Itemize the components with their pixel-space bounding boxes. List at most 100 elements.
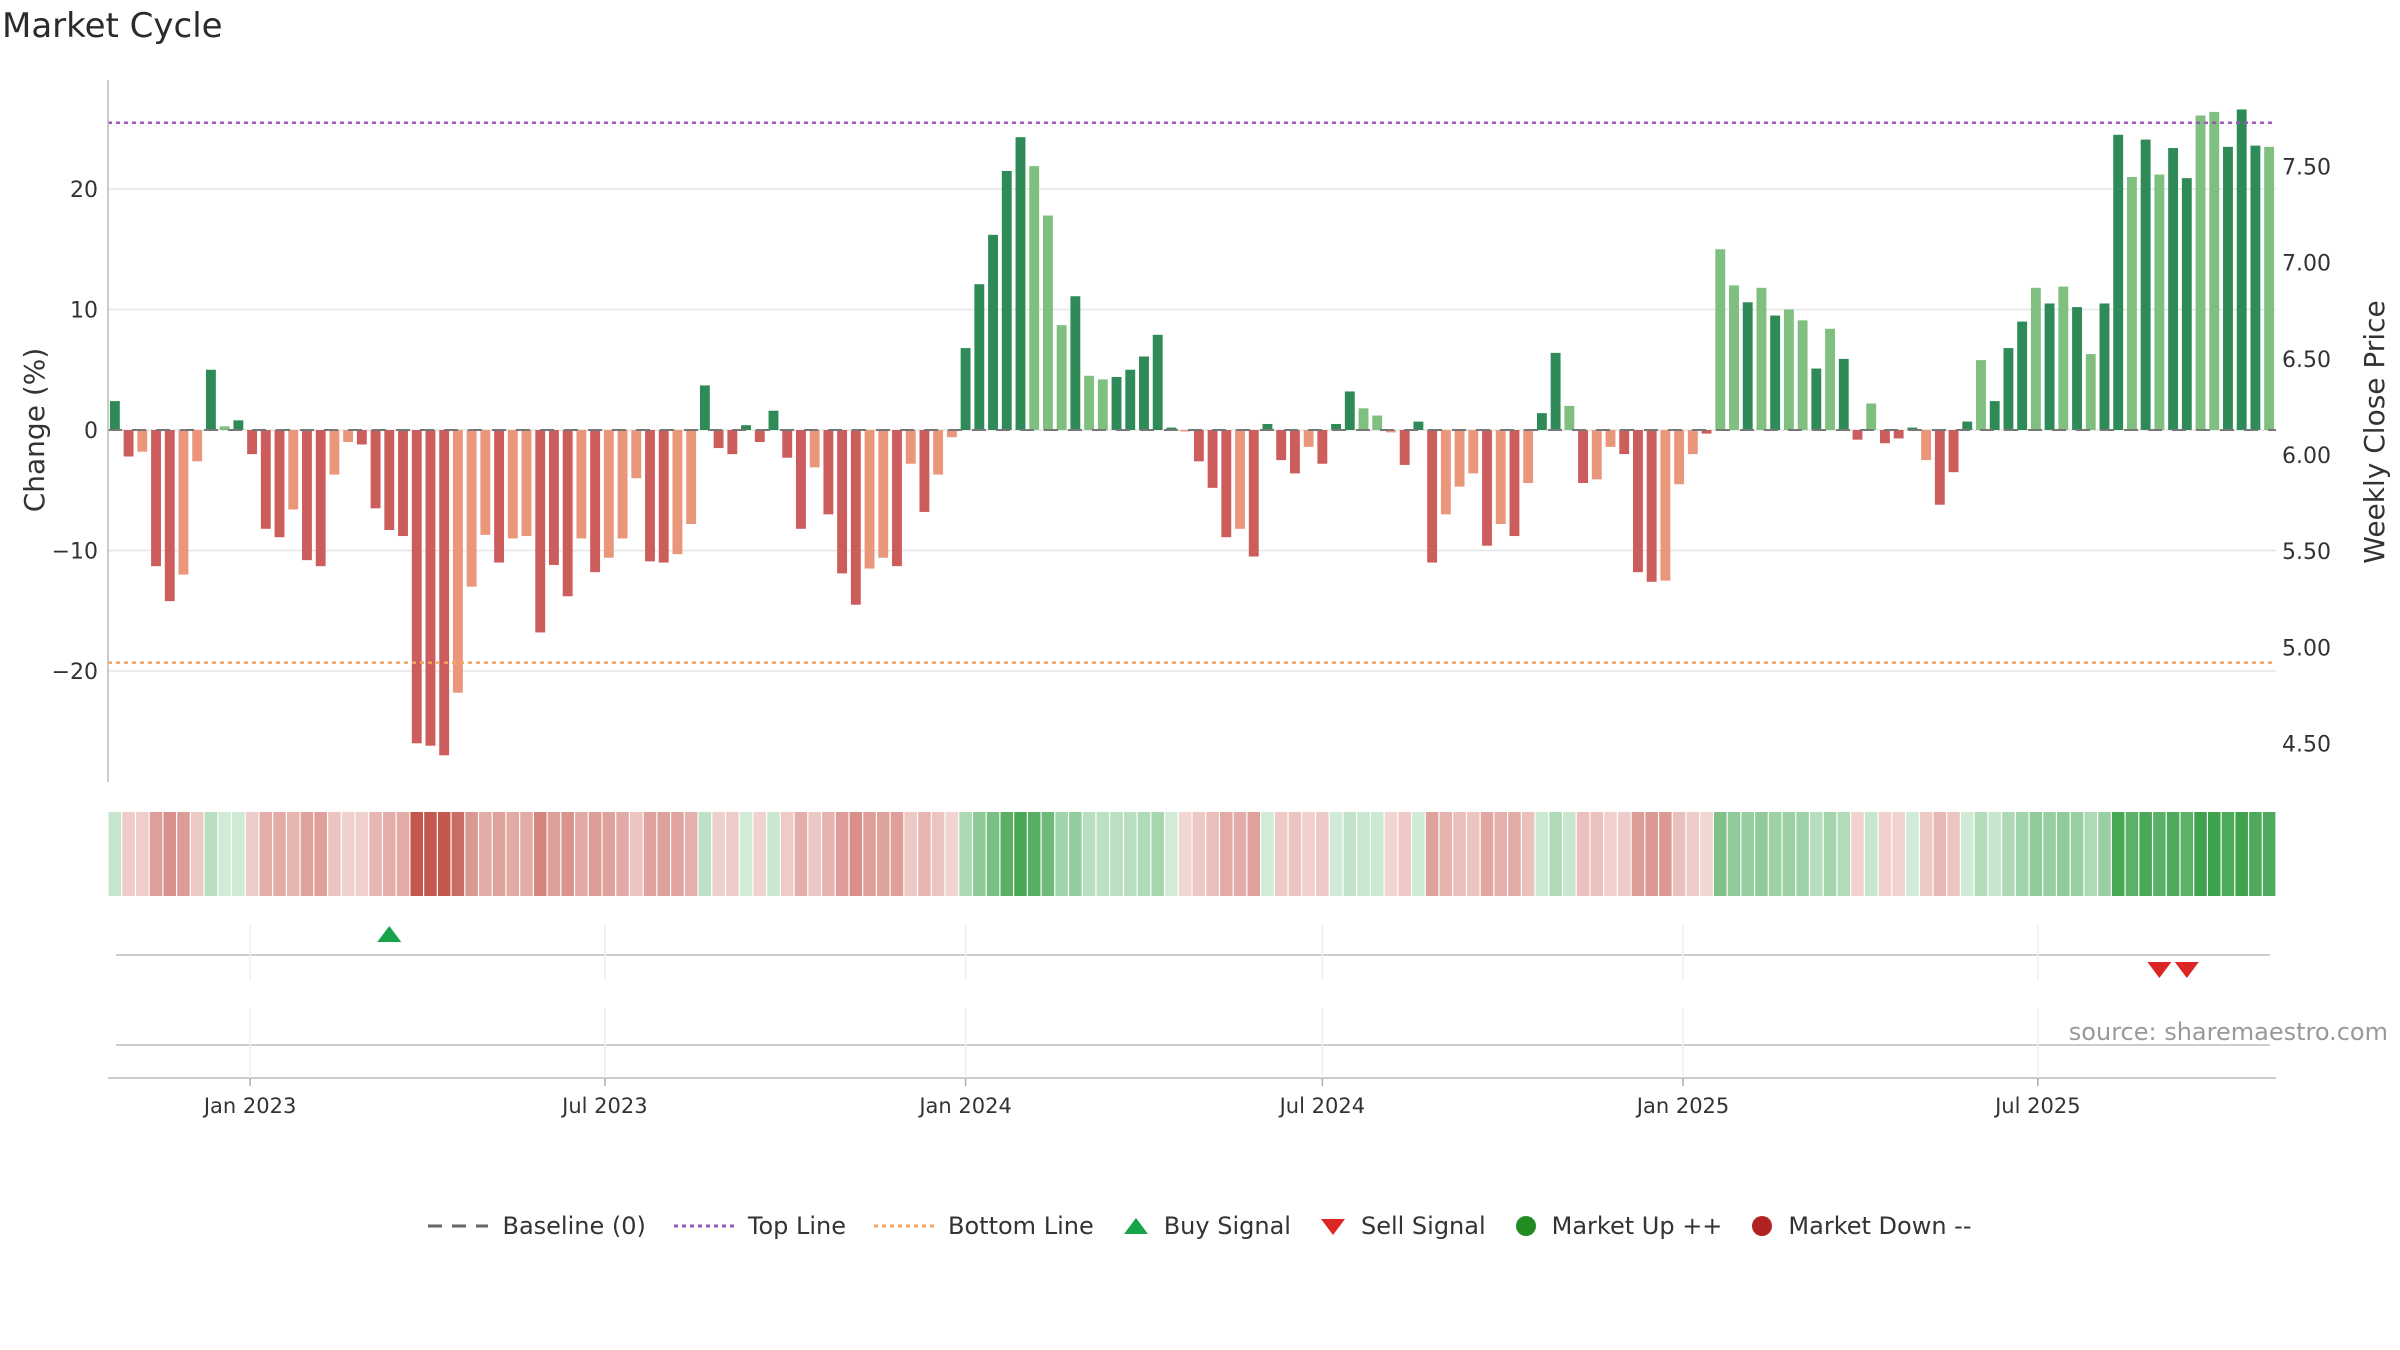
heat-cell xyxy=(1700,812,1713,896)
bar xyxy=(260,430,271,529)
heat-cell xyxy=(904,812,917,896)
bar xyxy=(1674,430,1685,485)
heat-cell xyxy=(726,812,739,896)
bar xyxy=(1564,405,1575,430)
heat-cell xyxy=(341,812,355,896)
bar xyxy=(507,430,518,539)
bar xyxy=(1633,430,1643,573)
bar xyxy=(1701,430,1712,434)
heat-cell xyxy=(1549,812,1562,896)
heat-cell xyxy=(1041,812,1055,896)
heat-cell xyxy=(465,812,478,896)
bar xyxy=(1879,430,1890,444)
bar xyxy=(178,430,189,575)
heat-cell xyxy=(1096,812,1110,896)
bar xyxy=(2154,174,2165,430)
heat-cell xyxy=(2235,812,2248,896)
x-tick-label: Jan 2024 xyxy=(917,1094,1012,1118)
bar xyxy=(1001,170,1012,431)
heat-cell xyxy=(1727,812,1741,896)
bar xyxy=(713,430,724,449)
heat-cell xyxy=(2084,812,2098,896)
bar xyxy=(1331,423,1342,430)
heat-cell xyxy=(1233,812,1247,896)
heat-cell xyxy=(931,812,945,896)
bar xyxy=(1619,430,1630,455)
heat-cell xyxy=(1412,812,1425,896)
legend-item-sell: Sell Signal xyxy=(1319,1212,1486,1240)
triangle-down-icon xyxy=(1320,1219,1345,1235)
legend-label-baseline: Baseline (0) xyxy=(502,1212,646,1240)
legend-label-market-up: Market Up ++ xyxy=(1551,1212,1723,1240)
bar xyxy=(1646,430,1657,582)
bars-layer xyxy=(109,109,2275,756)
heat-cell xyxy=(575,812,588,896)
dash-line-icon xyxy=(428,1224,489,1228)
bar xyxy=(1866,403,1877,430)
heat-cell xyxy=(2098,812,2111,896)
bar xyxy=(1989,401,2000,430)
y2-tick-label: 5.00 xyxy=(2282,636,2331,661)
bar xyxy=(1029,166,1040,431)
bar xyxy=(192,430,203,462)
heat-cell xyxy=(259,812,273,896)
bar xyxy=(658,430,669,563)
heat-cell xyxy=(273,812,286,896)
heat-cell xyxy=(1274,812,1288,896)
heat-cell xyxy=(136,812,149,896)
heat-cell xyxy=(122,812,135,896)
reference-lines-layer xyxy=(108,121,2276,664)
bar xyxy=(2126,176,2137,430)
heat-cell xyxy=(1192,812,1206,896)
bar xyxy=(1235,430,1245,529)
heat-cell xyxy=(190,812,204,896)
heat-cell xyxy=(437,812,451,896)
heat-cell xyxy=(602,812,616,896)
heat-cell xyxy=(1823,812,1837,896)
bar xyxy=(356,430,367,445)
bar xyxy=(164,430,175,602)
heat-cell xyxy=(1535,812,1549,896)
bar xyxy=(1729,285,1739,430)
bar xyxy=(1289,430,1300,474)
heat-cell xyxy=(986,812,1000,896)
heat-cell xyxy=(2029,812,2043,896)
heat-cell xyxy=(630,812,643,896)
bar xyxy=(645,430,655,562)
bar xyxy=(219,426,230,430)
bar xyxy=(494,430,505,563)
heat-cell xyxy=(108,812,122,896)
bar xyxy=(2099,303,2110,430)
heat-cell xyxy=(712,812,725,896)
bar xyxy=(343,430,354,443)
bar xyxy=(1015,137,1026,430)
heat-cell xyxy=(849,812,863,896)
bar xyxy=(2017,321,2028,430)
heat-cell xyxy=(1123,812,1137,896)
source-label: source: sharemaestro.com xyxy=(2068,1018,2388,1046)
bar xyxy=(933,430,944,475)
bar xyxy=(384,430,395,531)
heat-cell xyxy=(424,812,437,896)
legend-item-buy: Buy Signal xyxy=(1122,1212,1291,1240)
heat-cell xyxy=(1014,812,1027,896)
bar xyxy=(1221,430,1232,538)
y2-tick-label: 7.00 xyxy=(2282,252,2331,277)
heat-cell xyxy=(1590,812,1604,896)
heat-cell xyxy=(1508,812,1521,896)
bar xyxy=(1523,430,1534,484)
bar xyxy=(1440,430,1451,515)
heat-cell xyxy=(1027,812,1041,896)
y-tick-label: 20 xyxy=(70,178,98,203)
dotted-orange-line-icon xyxy=(874,1224,935,1228)
bar xyxy=(1042,215,1053,430)
bar xyxy=(809,430,820,468)
bar xyxy=(151,430,161,567)
heat-cell xyxy=(1755,812,1768,896)
heat-cell xyxy=(794,812,808,896)
bar xyxy=(1276,430,1287,461)
chart-title: Market Cycle xyxy=(2,6,223,46)
heat-cell xyxy=(1165,812,1178,896)
legend-label-top-line: Top Line xyxy=(747,1212,847,1240)
bar xyxy=(123,430,134,457)
